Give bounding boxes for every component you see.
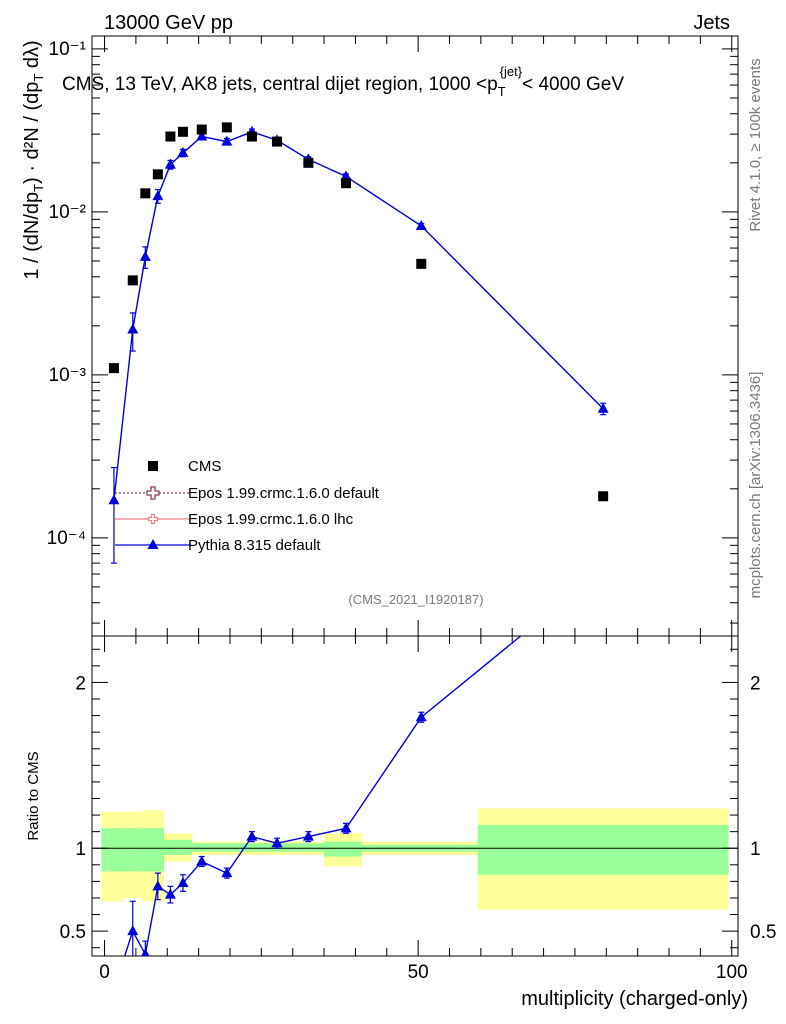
ratio-band-inner bbox=[192, 843, 325, 852]
x-tick-label: 0 bbox=[99, 962, 110, 983]
ratio-frame bbox=[91, 635, 739, 957]
header-category-label: Jets bbox=[693, 12, 730, 34]
ratio-band-inner bbox=[123, 828, 143, 872]
legend-marker-epos-lhc bbox=[147, 513, 159, 525]
x-tick-label: 50 bbox=[408, 962, 429, 983]
rivet-label: Rivet 4.1.0, ≥ 100k events bbox=[747, 58, 764, 231]
cms-data-point bbox=[108, 363, 119, 374]
ratio-band-inner bbox=[477, 825, 729, 875]
ratio-y-tick-label-right: 1 bbox=[750, 839, 761, 860]
y-axis-label-text: 1 / (dN/dpT) · d²N / (dpT dλ) bbox=[21, 40, 46, 279]
ratio-pythia-point bbox=[415, 711, 427, 722]
ratio-y-tick-label-left: 1 bbox=[75, 839, 86, 860]
ratio-y-tick-label-right: 0.5 bbox=[750, 922, 776, 943]
ratio-y-tick-label-right: 2 bbox=[750, 673, 761, 694]
ratio-pythia-point bbox=[302, 830, 314, 841]
pythia-point bbox=[196, 130, 208, 141]
ratio-band-inner bbox=[142, 828, 165, 872]
ratio-band-inner bbox=[101, 828, 124, 872]
ratio-pythia-point bbox=[141, 948, 150, 956]
ratio-band-inner bbox=[324, 841, 362, 857]
legend-marker-pythia bbox=[147, 539, 159, 549]
ratio-y-tick-label-left: 2 bbox=[75, 673, 86, 694]
pythia-point bbox=[597, 402, 609, 413]
y-tick-label: 10⁻² bbox=[49, 202, 87, 223]
cms-data-point bbox=[272, 136, 283, 147]
ratio-pythia-point bbox=[164, 888, 176, 899]
ratio-pythia-point bbox=[340, 822, 352, 833]
pythia-point bbox=[152, 190, 164, 201]
cms-data-point bbox=[246, 131, 257, 142]
cms-data-point bbox=[303, 157, 314, 168]
cms-data-point bbox=[416, 258, 427, 269]
ratio-pythia-line bbox=[123, 636, 522, 956]
legend-label: Epos 1.99.crmc.1.6.0 lhc bbox=[188, 511, 354, 528]
pythia-point bbox=[127, 323, 139, 334]
cms-data-series bbox=[108, 122, 609, 502]
analysis-tag: (CMS_2021_I1920187) bbox=[348, 592, 483, 607]
pythia-point bbox=[108, 494, 120, 505]
cms-data-point bbox=[177, 126, 188, 137]
x-tick-label: 100 bbox=[716, 962, 748, 983]
ratio-ticks: 0.5 0.5 1 1 2 2 bbox=[60, 636, 776, 956]
pythia-point bbox=[139, 250, 151, 261]
pythia-point bbox=[221, 135, 233, 146]
ratio-pythia-series bbox=[123, 636, 522, 956]
ratio-pythia-point bbox=[271, 837, 283, 848]
ratio-axis-label: Ratio to CMS bbox=[25, 751, 42, 840]
plot-title: CMS, 13 TeV, AK8 jets, central dijet reg… bbox=[62, 64, 624, 99]
legend-label: Epos 1.99.crmc.1.6.0 default bbox=[188, 485, 380, 502]
pythia-point bbox=[340, 170, 352, 181]
y-tick-label: 10⁻¹ bbox=[49, 39, 87, 60]
ratio-pythia-point bbox=[152, 880, 164, 891]
cms-data-point bbox=[140, 188, 151, 199]
cms-data-point bbox=[221, 122, 232, 133]
cms-data-point bbox=[127, 275, 138, 286]
header-collision-label: 13000 GeV pp bbox=[104, 12, 233, 34]
legend-marker-cms bbox=[148, 461, 158, 471]
plot-title-main: CMS, 13 TeV, AK8 jets, central dijet reg… bbox=[62, 74, 498, 95]
ratio-y-tick-label-left: 0.5 bbox=[60, 922, 86, 943]
ratio-pythia-point bbox=[196, 855, 208, 866]
pythia-point bbox=[177, 146, 189, 157]
ratio-band-inner bbox=[164, 839, 193, 855]
main-ticks: 10⁻⁴ 10⁻³ 10⁻² 10⁻¹ bbox=[47, 36, 738, 636]
cms-data-point bbox=[341, 178, 352, 189]
legend-label: Pythia 8.315 default bbox=[188, 537, 321, 554]
cms-data-point bbox=[165, 131, 176, 142]
ratio-pythia-point bbox=[221, 867, 233, 878]
ratio-pythia-point bbox=[177, 877, 189, 888]
legend-label: CMS bbox=[188, 458, 221, 475]
plot-title-sup: {jet} bbox=[500, 64, 523, 79]
y-tick-label: 10⁻³ bbox=[49, 365, 87, 386]
ratio-pythia-point bbox=[127, 925, 139, 936]
plot-title-sub: T bbox=[498, 84, 506, 99]
pythia-point bbox=[164, 158, 176, 169]
pythia-line bbox=[113, 131, 604, 501]
legend: CMS Epos 1.99.crmc.1.6.0 default Epos 1.99… bbox=[115, 458, 380, 554]
plot-title-end: < 4000 GeV bbox=[522, 74, 624, 95]
mcplots-label: mcplots.cern.ch [arXiv:1306.3436] bbox=[747, 372, 764, 599]
y-axis-label: 1 / (dN/dpT) · d²N / (dpT dλ) bbox=[21, 40, 46, 279]
cms-data-point bbox=[152, 169, 163, 180]
legend-marker-epos-default bbox=[146, 486, 160, 500]
ratio-pythia-point bbox=[246, 830, 258, 841]
pythia-point bbox=[415, 219, 427, 230]
ratio-panel: 0.5 0.5 1 1 2 2 bbox=[60, 635, 776, 957]
cms-data-point bbox=[598, 491, 609, 502]
cms-data-point bbox=[196, 124, 207, 135]
main-panel: (CMS_2021_I1920187) 10⁻⁴ 10⁻³ 10⁻² 10⁻¹ bbox=[47, 35, 739, 637]
x-axis-label: multiplicity (charged-only) bbox=[521, 988, 748, 1010]
y-tick-label: 10⁻⁴ bbox=[47, 528, 86, 549]
ratio-uncertainty-bands bbox=[101, 808, 729, 910]
pythia-series bbox=[108, 125, 609, 564]
